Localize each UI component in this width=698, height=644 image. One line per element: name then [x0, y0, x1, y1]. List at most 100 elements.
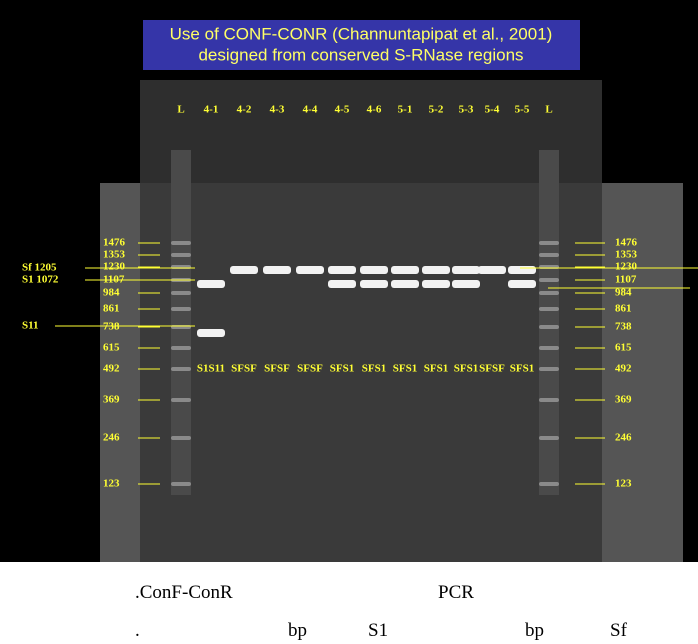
ladder-band: [539, 278, 559, 282]
title-line: Use of CONF-CONR (Channuntapipat et al.,…: [170, 24, 553, 43]
ladder-band: [171, 241, 191, 245]
ladder-band: [171, 367, 191, 371]
genotype-label: SFS1: [330, 363, 354, 375]
lane-label: L: [177, 104, 184, 116]
dna-band: [230, 266, 258, 274]
caption-text: S1: [368, 620, 388, 641]
dna-band: [422, 266, 450, 274]
ladder-band: [539, 291, 559, 295]
genotype-label: SFS1: [454, 363, 478, 375]
lane-label: 4-1: [204, 104, 219, 116]
ladder-label: 492: [103, 363, 120, 375]
genotype-label: SFS1: [362, 363, 386, 375]
ladder-label: 369: [103, 394, 120, 406]
ladder-smear: [171, 150, 191, 495]
ladder-label: 1476: [615, 237, 638, 249]
ladder-label: 1353: [103, 249, 126, 261]
ladder-label: 1476: [103, 237, 126, 249]
ladder-band: [171, 253, 191, 257]
ladder-label: 861: [615, 303, 632, 315]
dna-band: [452, 266, 480, 274]
band-label: S11: [22, 320, 39, 332]
ladder-band: [171, 398, 191, 402]
ladder-label: 738: [103, 321, 120, 333]
lane-label: 5-1: [398, 104, 413, 116]
dna-band: [360, 280, 388, 288]
caption-text: bp: [288, 620, 307, 641]
ladder-band: [171, 346, 191, 350]
genotype-label: SFS1: [510, 363, 534, 375]
ladder-band: [539, 253, 559, 257]
ladder-band: [539, 346, 559, 350]
ladder-label: 123: [615, 478, 632, 490]
ladder-label: 615: [615, 342, 632, 354]
lane-label: 5-3: [459, 104, 474, 116]
dna-band: [391, 266, 419, 274]
ladder-label: 861: [103, 303, 120, 315]
ladder-label: 1353: [615, 249, 638, 261]
dna-band: [197, 280, 225, 288]
genotype-label: S1S11: [197, 363, 225, 375]
gel-top: [140, 80, 602, 190]
lane-label: 5-2: [429, 104, 444, 116]
lane-label: 4-2: [237, 104, 252, 116]
ladder-label: 1230: [615, 261, 638, 273]
ladder-band: [171, 436, 191, 440]
dna-band: [296, 266, 324, 274]
ladder-band: [171, 291, 191, 295]
ladder-label: 123: [103, 478, 120, 490]
dna-band: [360, 266, 388, 274]
ladder-label: 246: [615, 432, 632, 444]
genotype-label: SFSF: [264, 363, 290, 375]
caption-text: .: [135, 620, 140, 641]
lane-label: 4-4: [303, 104, 318, 116]
page: {"figure": { "title_lines": ["Use of CON…: [0, 0, 698, 644]
genotype-label: SFSF: [479, 363, 505, 375]
lane-label: 4-6: [367, 104, 382, 116]
ladder-band: [539, 398, 559, 402]
ladder-band: [539, 436, 559, 440]
dna-band: [197, 329, 225, 337]
ladder-band: [539, 307, 559, 311]
ladder-label: 984: [103, 287, 120, 299]
dna-band: [452, 280, 480, 288]
band-label: Sf 1205: [22, 262, 57, 274]
ladder-label: 738: [615, 321, 632, 333]
caption-text: bp: [525, 620, 544, 641]
dna-band: [422, 280, 450, 288]
genotype-label: SFSF: [297, 363, 323, 375]
dna-band: [478, 266, 506, 274]
caption-text: .ConF-ConR: [135, 582, 233, 603]
ladder-label: 369: [615, 394, 632, 406]
ladder-label: 1230: [103, 261, 126, 273]
figure: Use of CONF-CONR (Channuntapipat et al.,…: [0, 0, 698, 644]
genotype-label: SFS1: [424, 363, 448, 375]
ladder-band: [171, 307, 191, 311]
lane-label: L: [545, 104, 552, 116]
ladder-band: [539, 367, 559, 371]
ladder-label: 246: [103, 432, 120, 444]
caption-text: PCR: [438, 582, 474, 603]
title-line: designed from conserved S-RNase regions: [198, 45, 523, 64]
genotype-label: SFSF: [231, 363, 257, 375]
ladder-band: [539, 325, 559, 329]
ladder-label: 492: [615, 363, 632, 375]
ladder-label: 1107: [615, 274, 637, 286]
dna-band: [328, 266, 356, 274]
lane-label: 4-5: [335, 104, 350, 116]
dna-band: [391, 280, 419, 288]
genotype-label: SFS1: [393, 363, 417, 375]
ladder-smear: [539, 150, 559, 495]
ladder-band: [539, 241, 559, 245]
dna-band: [328, 280, 356, 288]
ladder-label: 615: [103, 342, 120, 354]
lane-label: 5-4: [485, 104, 500, 116]
ladder-band: [171, 482, 191, 486]
caption-text: Sf: [610, 620, 628, 641]
dna-band: [263, 266, 291, 274]
lane-label: 5-5: [515, 104, 530, 116]
band-label: S1 1072: [22, 274, 59, 286]
dna-band: [508, 266, 536, 274]
dna-band: [508, 280, 536, 288]
lane-label: 4-3: [270, 104, 285, 116]
